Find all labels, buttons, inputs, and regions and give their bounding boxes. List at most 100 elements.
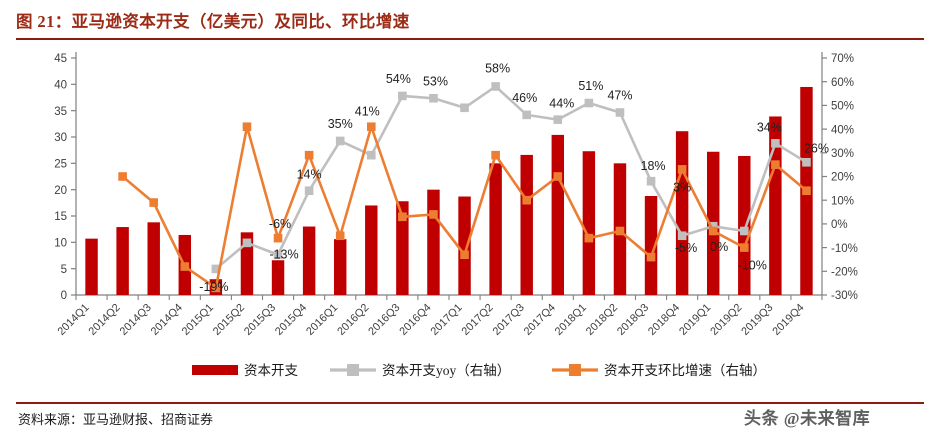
data-label: 44%: [549, 97, 574, 111]
capex-bar: [271, 260, 285, 295]
yoy-marker: [398, 91, 407, 101]
qoq-marker: [335, 231, 345, 241]
capex-bar: [302, 226, 316, 295]
data-label: 46%: [512, 91, 537, 105]
data-label: 58%: [485, 61, 510, 75]
legend-item[interactable]: 资本开支环比增速（右轴）: [552, 363, 766, 378]
qoq-marker: [553, 172, 563, 181]
qoq-marker: [398, 212, 407, 222]
left-axis-tick-label: 45: [54, 53, 67, 65]
x-axis-tick-label: 2017Q2: [460, 302, 496, 338]
x-axis-tick-label: 2019Q1: [677, 302, 713, 338]
data-label: 26%: [804, 141, 829, 155]
yoy-marker: [242, 238, 252, 248]
legend-swatch-marker: [347, 364, 359, 376]
data-label: 35%: [328, 117, 353, 131]
x-axis-tick-label: 2015Q4: [273, 302, 309, 338]
data-label: 41%: [355, 105, 380, 119]
qoq-marker: [584, 233, 594, 243]
right-axis-tick-label: 30%: [831, 148, 854, 160]
data-label: 53%: [423, 74, 448, 88]
qoq-marker: [304, 150, 314, 160]
qoq-marker: [460, 250, 469, 260]
x-axis-tick-label: 2014Q1: [55, 302, 91, 338]
capex-bar: [738, 155, 751, 295]
qoq-marker: [646, 252, 656, 262]
data-label: -13%: [269, 248, 298, 262]
capex-bar: [147, 222, 160, 295]
yoy-marker: [802, 157, 811, 167]
x-axis-tick-label: 2018Q4: [646, 302, 682, 338]
yoy-marker: [646, 176, 656, 186]
x-axis-tick-label: 2016Q1: [304, 302, 340, 338]
right-axis-tick-label: -20%: [831, 267, 858, 279]
left-axis-tick-label: 25: [54, 159, 67, 171]
data-label: 51%: [578, 79, 603, 93]
source-note: 资料来源：亚马逊财报、招商证券: [18, 412, 214, 427]
capex-bar: [85, 238, 98, 295]
right-axis-tick-label: 70%: [831, 53, 854, 65]
capex-bar: [365, 205, 378, 295]
capex-bar: [644, 195, 658, 295]
qoq-marker: [615, 226, 625, 236]
data-label: -19%: [199, 280, 228, 294]
yoy-marker: [553, 115, 563, 124]
yoy-marker: [335, 136, 345, 146]
data-label: -6%: [269, 217, 291, 231]
left-axis-tick-label: 30: [54, 132, 67, 144]
x-axis-tick-label: 2016Q3: [366, 302, 402, 338]
yoy-marker: [615, 108, 625, 117]
data-label: -5%: [675, 241, 697, 255]
page-title: 图 21：亚马逊资本开支（亿美元）及同比、环比增速: [16, 12, 410, 31]
yoy-marker: [584, 98, 594, 108]
left-axis-tick-label: 5: [61, 264, 67, 276]
left-axis-tick-label: 40: [54, 80, 67, 92]
qoq-marker: [802, 186, 811, 196]
legend-label: 资本开支: [244, 363, 298, 378]
legend-item[interactable]: 资本开支yoy（右轴）: [330, 363, 510, 378]
x-axis-tick-label: 2014Q2: [87, 302, 123, 338]
qoq-marker: [180, 262, 190, 271]
right-axis-tick-label: -10%: [831, 243, 858, 255]
qoq-marker: [429, 210, 438, 219]
watermark: 头条 @未来智库: [744, 409, 871, 428]
x-axis-tick-label: 2018Q3: [615, 302, 651, 338]
x-axis-tick-label: 2018Q2: [584, 302, 620, 338]
qoq-marker: [211, 283, 221, 293]
legend-label: 资本开支yoy（右轴）: [382, 363, 510, 378]
x-axis-tick-label: 2015Q3: [242, 302, 278, 338]
capex-bar: [240, 232, 254, 295]
data-label: 3%: [673, 180, 691, 194]
capex-bar: [489, 163, 502, 295]
data-label: 54%: [386, 72, 411, 86]
yoy-marker: [677, 231, 687, 241]
data-label: 18%: [641, 159, 666, 173]
x-axis-tick-label: 2019Q4: [770, 302, 806, 338]
qoq-marker: [522, 195, 532, 205]
chart-canvas: 0 5 10 15 20 25 30 35 40 45 -30% -20% -10% 0% 10% 20% 30…: [54, 52, 858, 378]
x-axis-tick-label: 2014Q4: [149, 302, 185, 338]
right-axis-tick-label: 20%: [831, 172, 854, 184]
yoy-marker: [460, 103, 469, 113]
yoy-marker: [304, 186, 314, 196]
qoq-marker: [771, 160, 780, 169]
legend-item[interactable]: 资本开支: [192, 363, 298, 378]
qoq-marker: [708, 226, 718, 236]
data-label: 0%: [710, 240, 728, 254]
yoy-line: [214, 85, 808, 271]
x-axis-tick-label: 2019Q2: [708, 302, 744, 338]
x-axis-tick-label: 2015Q1: [180, 302, 216, 338]
capex-bar: [582, 151, 596, 295]
yoy-marker: [429, 93, 438, 103]
capex-bar: [551, 134, 565, 295]
x-axis-tick-label: 2018Q1: [553, 302, 589, 338]
yoy-marker: [739, 226, 749, 236]
qoq-marker: [491, 150, 500, 160]
qoq-marker: [118, 172, 127, 181]
right-axis-tick-label: 60%: [831, 77, 854, 89]
x-axis-tick-label: 2017Q3: [491, 302, 527, 338]
right-axis-tick-label: -30%: [831, 290, 858, 302]
x-axis-tick-label: 2019Q3: [739, 302, 775, 338]
capex-bar: [396, 201, 409, 295]
capex-bar: [333, 239, 347, 295]
